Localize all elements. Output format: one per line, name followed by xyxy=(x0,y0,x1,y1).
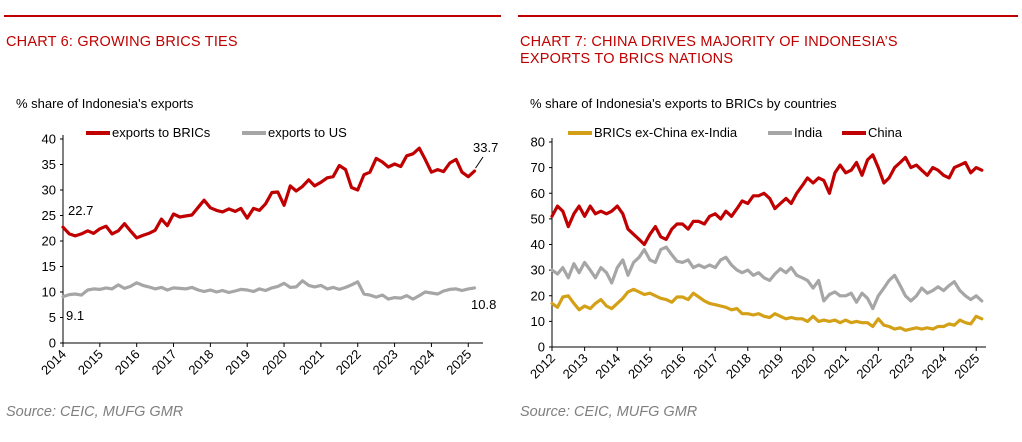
y-tick-label: 10 xyxy=(531,314,545,329)
x-tick-label: 2023 xyxy=(886,351,917,382)
x-tick-label: 2013 xyxy=(560,351,591,382)
series-line xyxy=(61,279,477,301)
legend-label: exports to US xyxy=(268,125,347,140)
x-tick-label: 2014 xyxy=(38,347,69,378)
x-tick-label: 2012 xyxy=(527,351,558,382)
y-tick-label: 20 xyxy=(531,288,545,303)
x-tick-label: 2018 xyxy=(185,347,216,378)
y-tick-label: 0 xyxy=(49,336,56,351)
chart-title: CHART 6: GROWING BRICS TIES xyxy=(6,34,501,51)
series-line xyxy=(550,287,984,332)
y-tick-label: 50 xyxy=(531,211,545,226)
x-tick-label: 2014 xyxy=(592,351,623,382)
title-rule xyxy=(4,15,501,17)
x-tick-label: 2016 xyxy=(658,351,689,382)
chart-title-line: CHART 6: GROWING BRICS TIES xyxy=(6,34,238,50)
series-line xyxy=(550,153,984,247)
x-tick-label: 2023 xyxy=(370,347,401,378)
chart-7-panel: CHART 7: CHINA DRIVES MAJORITY OF INDONE… xyxy=(514,0,1022,442)
x-tick-label: 2019 xyxy=(755,351,786,382)
chart-6-panel: CHART 6: GROWING BRICS TIES % share of I… xyxy=(0,0,505,442)
x-tick-label: 2019 xyxy=(222,347,253,378)
x-tick-label: 2018 xyxy=(723,351,754,382)
y-tick-label: 5 xyxy=(49,310,56,325)
y-tick-label: 30 xyxy=(42,183,56,198)
annotation-leader xyxy=(475,156,484,169)
chart-title-line: CHART 7: CHINA DRIVES MAJORITY OF INDONE… xyxy=(520,34,898,50)
chart-source: Source: CEIC, MUFG GMR xyxy=(520,404,698,420)
x-tick-label: 2021 xyxy=(296,347,327,378)
y-tick-label: 25 xyxy=(42,208,56,223)
x-tick-label: 2022 xyxy=(853,351,884,382)
y-tick-label: 80 xyxy=(531,135,545,150)
y-tick-label: 15 xyxy=(42,259,56,274)
legend-label: China xyxy=(868,125,903,140)
chart-title-line: EXPORTS TO BRICS NATIONS xyxy=(520,51,734,67)
y-tick-label: 70 xyxy=(531,160,545,175)
series-line xyxy=(61,146,477,240)
series-line xyxy=(550,245,984,311)
y-tick-label: 10 xyxy=(42,285,56,300)
data-label-end-brics: 33.7 xyxy=(473,140,498,155)
legend-label: exports to BRICs xyxy=(112,125,211,140)
x-tick-label: 2025 xyxy=(951,351,982,382)
x-tick-label: 2015 xyxy=(75,347,106,378)
data-label-start-us: 9.1 xyxy=(66,308,84,323)
chart-subtitle: % share of Indonesia's exports to BRICs … xyxy=(530,96,837,111)
x-tick-label: 2015 xyxy=(625,351,656,382)
y-tick-label: 0 xyxy=(538,340,545,355)
y-tick-label: 35 xyxy=(42,157,56,172)
legend-label: BRICs ex-China ex-India xyxy=(594,125,738,140)
x-tick-label: 2017 xyxy=(149,347,180,378)
x-tick-label: 2016 xyxy=(112,347,143,378)
title-rule xyxy=(518,15,1018,17)
chart-subtitle: % share of Indonesia's exports xyxy=(16,96,194,111)
x-tick-label: 2025 xyxy=(443,347,474,378)
chart-source: Source: CEIC, MUFG GMR xyxy=(6,404,184,420)
legend-label: India xyxy=(794,125,823,140)
chart-title: CHART 7: CHINA DRIVES MAJORITY OF INDONE… xyxy=(520,34,1018,68)
y-tick-label: 40 xyxy=(531,237,545,252)
x-tick-label: 2024 xyxy=(406,347,437,378)
x-tick-label: 2017 xyxy=(690,351,721,382)
y-tick-label: 30 xyxy=(531,263,545,278)
y-tick-label: 20 xyxy=(42,234,56,249)
x-tick-label: 2022 xyxy=(333,347,364,378)
x-tick-label: 2020 xyxy=(788,351,819,382)
x-tick-label: 2024 xyxy=(919,351,950,382)
x-tick-label: 2021 xyxy=(821,351,852,382)
y-tick-label: 60 xyxy=(531,186,545,201)
data-label-start-brics: 22.7 xyxy=(68,203,93,218)
x-tick-label: 2020 xyxy=(259,347,290,378)
data-label-end-us: 10.8 xyxy=(471,297,496,312)
y-tick-label: 40 xyxy=(42,132,56,147)
